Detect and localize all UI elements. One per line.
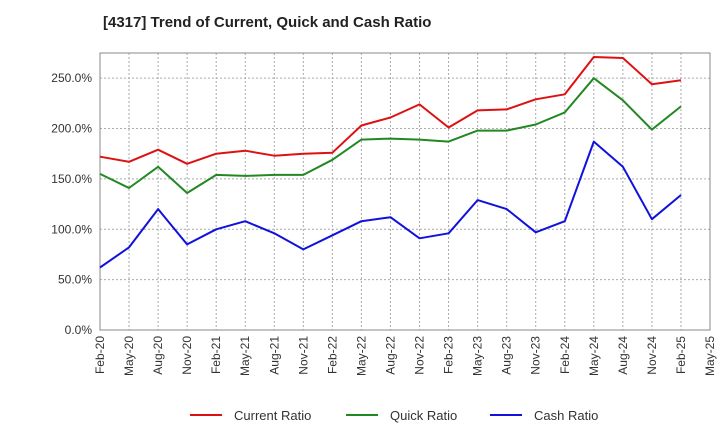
y-tick-label: 250.0% (51, 71, 92, 85)
x-tick-label: May-22 (354, 336, 368, 376)
x-tick-label: Feb-25 (674, 336, 688, 374)
x-tick-label: Nov-22 (413, 336, 427, 375)
legend-label-quick-ratio: Quick Ratio (390, 408, 457, 423)
legend: Current Ratio Quick Ratio Cash Ratio (190, 408, 598, 423)
x-tick-label: Nov-21 (296, 336, 310, 375)
x-tick-label: Nov-24 (645, 336, 659, 375)
x-tick-label: Feb-20 (93, 336, 107, 374)
y-tick-label: 50.0% (58, 273, 92, 287)
x-tick-label: Feb-24 (558, 336, 572, 374)
x-tick-label: May-24 (587, 336, 601, 376)
y-axis-tick-labels: 0.0% 50.0% 100.0% 150.0% 200.0% 250.0% (51, 71, 92, 337)
x-tick-label: Feb-21 (209, 336, 223, 374)
x-tick-label: Nov-20 (180, 336, 194, 375)
x-axis-tick-labels: Feb-20 May-20 Aug-20 Nov-20 Feb-21 May-21 Aug-… (93, 336, 717, 376)
y-tick-label: 150.0% (51, 172, 92, 186)
x-tick-label: May-21 (238, 336, 252, 376)
plot-area-border (99, 52, 711, 331)
x-tick-label: Feb-23 (442, 336, 456, 374)
x-tick-label: May-20 (122, 336, 136, 376)
x-tick-label: Aug-20 (151, 336, 165, 375)
series-line-current-ratio (99, 56, 682, 165)
x-tick-label: Aug-22 (383, 336, 397, 375)
x-tick-label: Nov-23 (529, 336, 543, 375)
series-lines (99, 56, 682, 269)
legend-label-current-ratio: Current Ratio (234, 408, 311, 423)
y-tick-label: 100.0% (51, 222, 92, 236)
y-tick-label: 0.0% (65, 323, 93, 337)
x-tick-label: May-25 (703, 336, 717, 376)
x-tick-label: May-23 (471, 336, 485, 376)
x-tick-label: Aug-23 (500, 336, 514, 375)
chart-title: [4317] Trend of Current, Quick and Cash … (103, 14, 432, 31)
grid-lines (100, 53, 710, 330)
series-line-cash-ratio (99, 140, 682, 269)
x-tick-label: Aug-21 (267, 336, 281, 375)
x-tick-label: Feb-22 (325, 336, 339, 374)
series-line-quick-ratio (99, 77, 682, 194)
y-tick-label: 200.0% (51, 122, 92, 136)
legend-label-cash-ratio: Cash Ratio (534, 408, 598, 423)
x-tick-label: Aug-24 (616, 336, 630, 375)
